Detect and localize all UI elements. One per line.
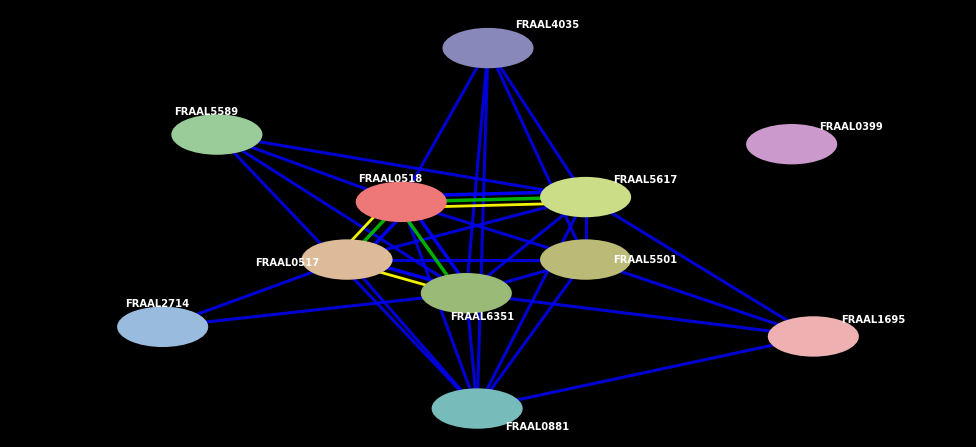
Text: FRAAL1695: FRAAL1695 <box>841 315 905 325</box>
Circle shape <box>442 28 534 68</box>
Text: FRAAL0517: FRAAL0517 <box>256 258 319 268</box>
Text: FRAAL6351: FRAAL6351 <box>451 312 514 322</box>
Circle shape <box>540 177 631 217</box>
Text: FRAAL5589: FRAAL5589 <box>174 106 238 117</box>
Text: FRAAL5501: FRAAL5501 <box>613 254 677 265</box>
Text: FRAAL0518: FRAAL0518 <box>358 174 423 184</box>
Circle shape <box>117 307 208 347</box>
Circle shape <box>302 239 392 280</box>
Circle shape <box>355 181 447 222</box>
Circle shape <box>421 273 511 313</box>
Text: FRAAL2714: FRAAL2714 <box>125 299 189 309</box>
Text: FRAAL5617: FRAAL5617 <box>613 175 677 185</box>
Circle shape <box>431 388 523 429</box>
Circle shape <box>768 316 859 357</box>
Text: FRAAL0881: FRAAL0881 <box>505 422 569 432</box>
Circle shape <box>540 239 631 280</box>
Circle shape <box>172 114 263 155</box>
Circle shape <box>746 124 837 164</box>
Text: FRAAL0399: FRAAL0399 <box>820 122 883 132</box>
Text: FRAAL4035: FRAAL4035 <box>515 20 580 30</box>
